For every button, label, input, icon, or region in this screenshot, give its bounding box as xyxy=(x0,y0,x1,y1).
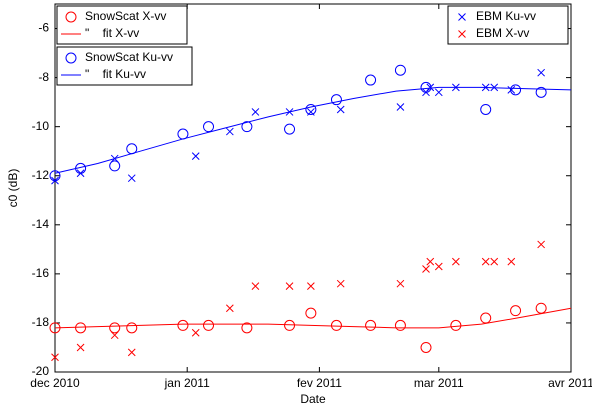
x-marker xyxy=(452,257,460,266)
x-tick-label: avr 2011 xyxy=(548,376,592,390)
x-marker xyxy=(225,304,234,313)
x-marker xyxy=(336,105,345,114)
circle-marker xyxy=(330,94,342,106)
x-tick-label: jan 2011 xyxy=(164,376,210,390)
circle-marker xyxy=(420,81,432,93)
circle-marker xyxy=(75,322,87,334)
circle-marker xyxy=(450,319,462,331)
x-marker xyxy=(307,108,315,116)
y-tick-label: -18 xyxy=(32,315,50,329)
circle-marker xyxy=(284,123,296,135)
circle-marker xyxy=(241,322,253,334)
legend-marker xyxy=(458,30,466,38)
legend-label: " fit X-vv xyxy=(85,26,139,40)
x-tick-label: dec 2010 xyxy=(30,376,80,390)
x-marker xyxy=(191,152,200,160)
circle-marker xyxy=(420,341,432,353)
circle-marker xyxy=(535,86,547,98)
circle-marker xyxy=(109,322,121,334)
y-axis-label: c0 (dB) xyxy=(6,169,20,208)
x-marker xyxy=(507,86,516,94)
circle-marker xyxy=(203,121,215,133)
circle-marker xyxy=(510,305,522,317)
x-marker xyxy=(110,331,119,340)
circle-marker xyxy=(305,307,317,319)
x-marker xyxy=(191,328,200,337)
circle-marker xyxy=(284,319,296,331)
circle-marker xyxy=(330,319,342,331)
legend-label: EBM Ku-vv xyxy=(476,9,536,23)
legend-marker xyxy=(65,11,77,23)
y-tick-label: -16 xyxy=(32,266,50,280)
x-marker xyxy=(490,83,499,92)
x-marker xyxy=(285,282,294,290)
circle-marker xyxy=(535,302,547,314)
circle-marker xyxy=(365,74,377,86)
legend-marker xyxy=(65,52,77,64)
x-marker xyxy=(51,353,59,362)
x-axis-label: Date xyxy=(300,392,326,406)
y-tick-label: -12 xyxy=(32,168,50,182)
y-tick-label: -6 xyxy=(38,21,49,35)
legend-label: " fit Ku-vv xyxy=(85,67,146,81)
x-marker xyxy=(490,257,499,266)
x-marker xyxy=(481,257,490,266)
y-tick-label: -10 xyxy=(32,119,50,133)
x-marker xyxy=(110,154,119,163)
x-marker xyxy=(285,108,294,116)
circle-marker xyxy=(480,103,492,115)
legend-box xyxy=(56,5,188,45)
x-marker xyxy=(537,240,546,249)
fit-line xyxy=(54,307,572,329)
x-marker xyxy=(76,169,85,178)
legend-marker xyxy=(458,13,466,21)
legend-label: EBM X-vv xyxy=(476,26,529,40)
y-tick-label: -8 xyxy=(38,70,49,84)
x-tick-label: mar 2011 xyxy=(414,376,464,390)
circle-marker xyxy=(126,322,138,334)
circle-marker xyxy=(305,103,317,115)
x-marker xyxy=(307,282,315,290)
x-marker xyxy=(127,348,136,357)
circle-marker xyxy=(241,121,253,133)
legend-box xyxy=(56,46,193,86)
legend-label: SnowScat X-vv xyxy=(85,9,166,23)
x-marker xyxy=(251,282,260,290)
x-marker xyxy=(426,83,435,92)
x-marker xyxy=(434,262,443,271)
x-marker xyxy=(51,176,59,185)
x-marker xyxy=(434,88,443,97)
x-marker xyxy=(452,83,460,92)
x-marker xyxy=(225,127,234,136)
circle-marker xyxy=(109,160,121,172)
circle-marker xyxy=(203,319,215,331)
x-marker xyxy=(251,108,260,116)
legend-box xyxy=(447,5,569,45)
x-marker xyxy=(396,279,405,288)
x-marker xyxy=(76,343,85,352)
x-marker xyxy=(336,279,345,288)
y-tick-label: -20 xyxy=(32,364,50,378)
x-tick-label: fev 2011 xyxy=(297,376,342,390)
circle-marker xyxy=(394,64,406,76)
fit-line xyxy=(54,86,572,174)
x-marker xyxy=(127,174,136,183)
x-marker xyxy=(426,257,435,266)
circle-marker xyxy=(177,319,189,331)
circle-marker xyxy=(365,319,377,331)
plot-area xyxy=(54,3,572,373)
circle-marker xyxy=(394,319,406,331)
x-marker xyxy=(422,265,430,273)
x-marker xyxy=(507,257,516,266)
x-marker xyxy=(396,103,405,111)
x-marker xyxy=(537,68,546,77)
x-marker xyxy=(481,83,490,92)
legend-label: SnowScat Ku-vv xyxy=(85,50,173,64)
circle-marker xyxy=(510,84,522,96)
y-tick-label: -14 xyxy=(32,217,50,231)
circle-marker xyxy=(480,312,492,324)
